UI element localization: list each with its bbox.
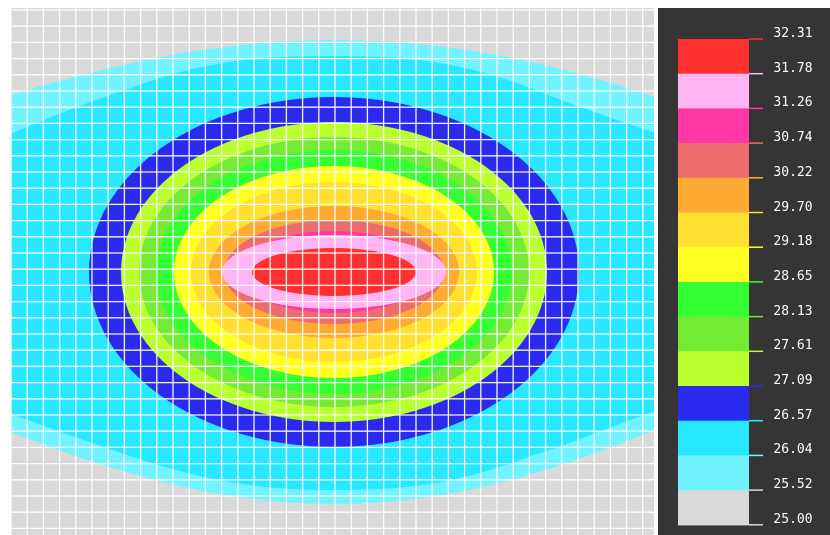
colorbar-swatch-26.57-27.09 <box>678 386 749 422</box>
colorbar-tick-label: 30.22 <box>773 164 813 180</box>
colorbar-swatch-29.70-30.22 <box>678 177 749 214</box>
colorbar-swatch-28.13-28.65 <box>678 281 749 318</box>
colorbar-swatch-27.09-27.61 <box>678 351 749 387</box>
colorbar-swatch-25.52-26.04 <box>678 455 749 491</box>
colorbar-tick-label: 27.09 <box>773 373 813 388</box>
colorbar-tick-label: 31.26 <box>773 95 813 111</box>
colorbar-tick-label: 28.13 <box>773 303 813 319</box>
colorbar-tick-label: 26.57 <box>773 407 813 423</box>
colorbar-swatch-31.26-31.78 <box>678 73 749 109</box>
contour-plot-svg <box>11 8 654 535</box>
colorbar-tick-label: 31.78 <box>773 60 813 76</box>
colorbar-tick-label: 29.70 <box>773 199 813 215</box>
colorbar-swatch-29.18-29.70 <box>678 212 749 248</box>
colorbar-tick-label: 30.74 <box>773 130 813 146</box>
colorbar-tick-label: 25.00 <box>773 511 813 527</box>
colorbar-tick-label: 25.52 <box>773 477 813 493</box>
colorbar-swatch-28.65-29.18 <box>678 247 749 283</box>
colorbar-tick-label: 32.31 <box>773 26 813 41</box>
contour-plot <box>11 8 654 535</box>
colorbar-svg <box>678 38 763 526</box>
colorbar-tick-label: 26.04 <box>773 442 813 458</box>
plot-grid <box>11 8 654 535</box>
colorbar-legend: 32.31 31.78 31.26 30.74 30.22 29.70 29.18 28.65… <box>658 8 830 535</box>
colorbar-tick-label: 28.65 <box>773 268 813 284</box>
colorbar-tick-label: 27.61 <box>773 338 813 354</box>
contour-band-31.78-32.31 <box>252 248 416 296</box>
colorbar-swatch-25.00-25.52 <box>678 490 749 526</box>
colorbar-tick-label: 29.18 <box>773 234 813 250</box>
colorbar-swatch-27.61-28.13 <box>678 316 749 352</box>
colorbar-swatch-30.22-30.74 <box>678 143 749 179</box>
colorbar-swatch-30.74-31.26 <box>678 108 749 144</box>
colorbar-swatch-26.04-26.57 <box>678 420 749 456</box>
colorbar-swatch-31.78-32.31 <box>678 39 749 75</box>
